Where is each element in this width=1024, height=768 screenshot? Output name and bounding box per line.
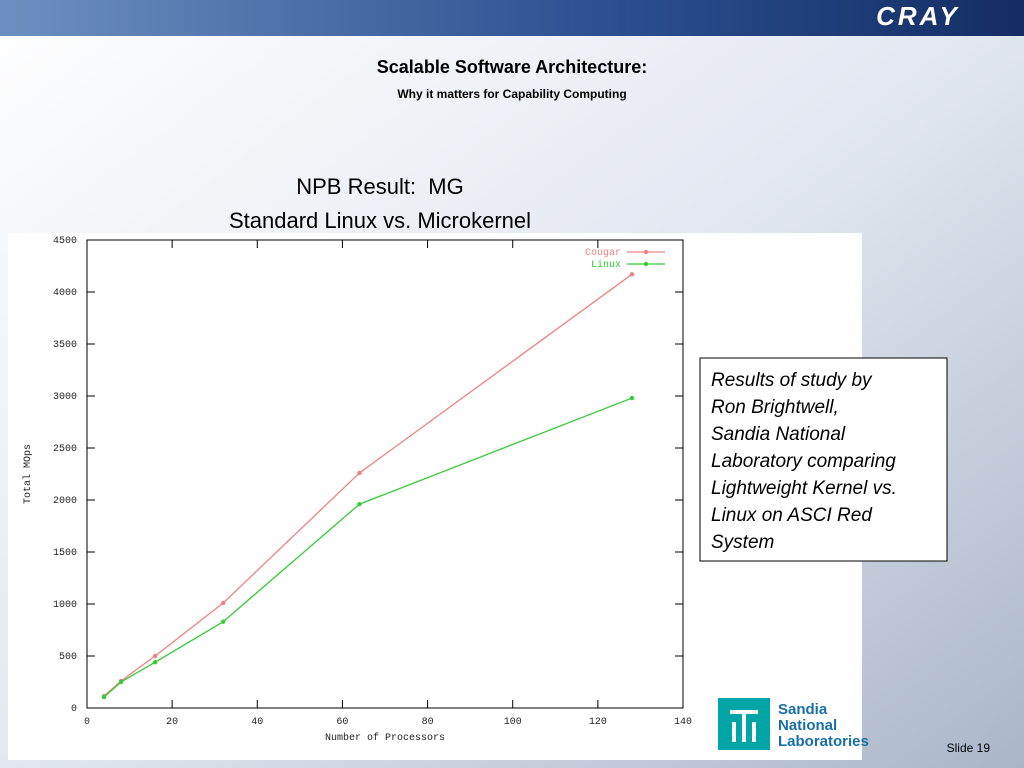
data-point xyxy=(629,272,635,277)
y-axis-label: Total MOps xyxy=(22,444,34,504)
note: Results of study by Ron Brightwell, Sandia… xyxy=(711,370,897,553)
legend-marker xyxy=(643,261,649,267)
chart-title: NPB Result: MG xyxy=(296,174,463,199)
header-bar xyxy=(0,0,1024,36)
data-point xyxy=(629,395,635,401)
legend-marker xyxy=(643,249,649,255)
data-point xyxy=(357,501,362,507)
x-tick-label: 20 xyxy=(166,717,178,728)
x-tick-label: 120 xyxy=(589,717,607,728)
legend-label: Linux xyxy=(591,259,621,271)
legend-label: Cougar xyxy=(585,248,621,259)
x-tick-label: 140 xyxy=(674,717,692,728)
y-tick-label: 2500 xyxy=(53,444,77,455)
y-tick-label: 4500 xyxy=(53,236,77,247)
note-line: Linux on ASCI Red xyxy=(711,505,873,526)
series-line xyxy=(103,273,633,697)
slide-title: Scalable Software Architecture: xyxy=(377,57,647,77)
x-tick-label: 0 xyxy=(84,717,90,728)
note-line: Sandia National xyxy=(711,424,846,445)
x-axis-label: Number of Processors xyxy=(325,732,445,744)
slide-subtitle: Why it matters for Capability Computing xyxy=(397,87,626,101)
partner-logo-glyph xyxy=(730,710,758,742)
chart-subtitle: Standard Linux vs. Microkernel xyxy=(229,208,531,233)
series-line xyxy=(103,397,633,698)
data-point xyxy=(221,619,226,624)
partner-logo-line: Sandia xyxy=(778,701,828,718)
plot-frame xyxy=(86,239,684,709)
note-line: Laboratory comparing xyxy=(711,451,896,472)
slide-number: Slide 19 xyxy=(947,741,991,755)
y-tick-label: 3000 xyxy=(53,392,77,403)
data-point xyxy=(221,600,226,606)
data-point xyxy=(152,653,158,659)
partner-logo-line: National xyxy=(778,717,837,734)
note-line: Lightweight Kernel vs. xyxy=(711,478,897,499)
note-line: Ron Brightwell, xyxy=(711,397,839,418)
data-point xyxy=(101,694,107,700)
data-point xyxy=(118,679,124,685)
x-tick-label: 40 xyxy=(251,717,263,728)
logo: CRAY xyxy=(876,1,960,31)
note-line: Results of study by xyxy=(711,370,873,391)
y-tick-label: 4000 xyxy=(53,288,77,299)
note-box xyxy=(699,357,948,562)
y-tick-label: 500 xyxy=(59,652,77,663)
y-tick-label: 2000 xyxy=(53,496,77,507)
x-tick-label: 80 xyxy=(422,717,434,728)
data-point xyxy=(357,470,362,476)
partner-logo-line: Laboratories xyxy=(778,733,869,750)
y-tick-label: 0 xyxy=(71,704,77,715)
note-line: System xyxy=(711,532,774,553)
y-tick-label: 1000 xyxy=(53,600,77,611)
data-point xyxy=(152,660,158,665)
x-tick-label: 60 xyxy=(336,717,348,728)
x-tick-label: 100 xyxy=(504,717,522,728)
y-tick-label: 1500 xyxy=(53,548,77,559)
y-tick-label: 3500 xyxy=(53,340,77,351)
